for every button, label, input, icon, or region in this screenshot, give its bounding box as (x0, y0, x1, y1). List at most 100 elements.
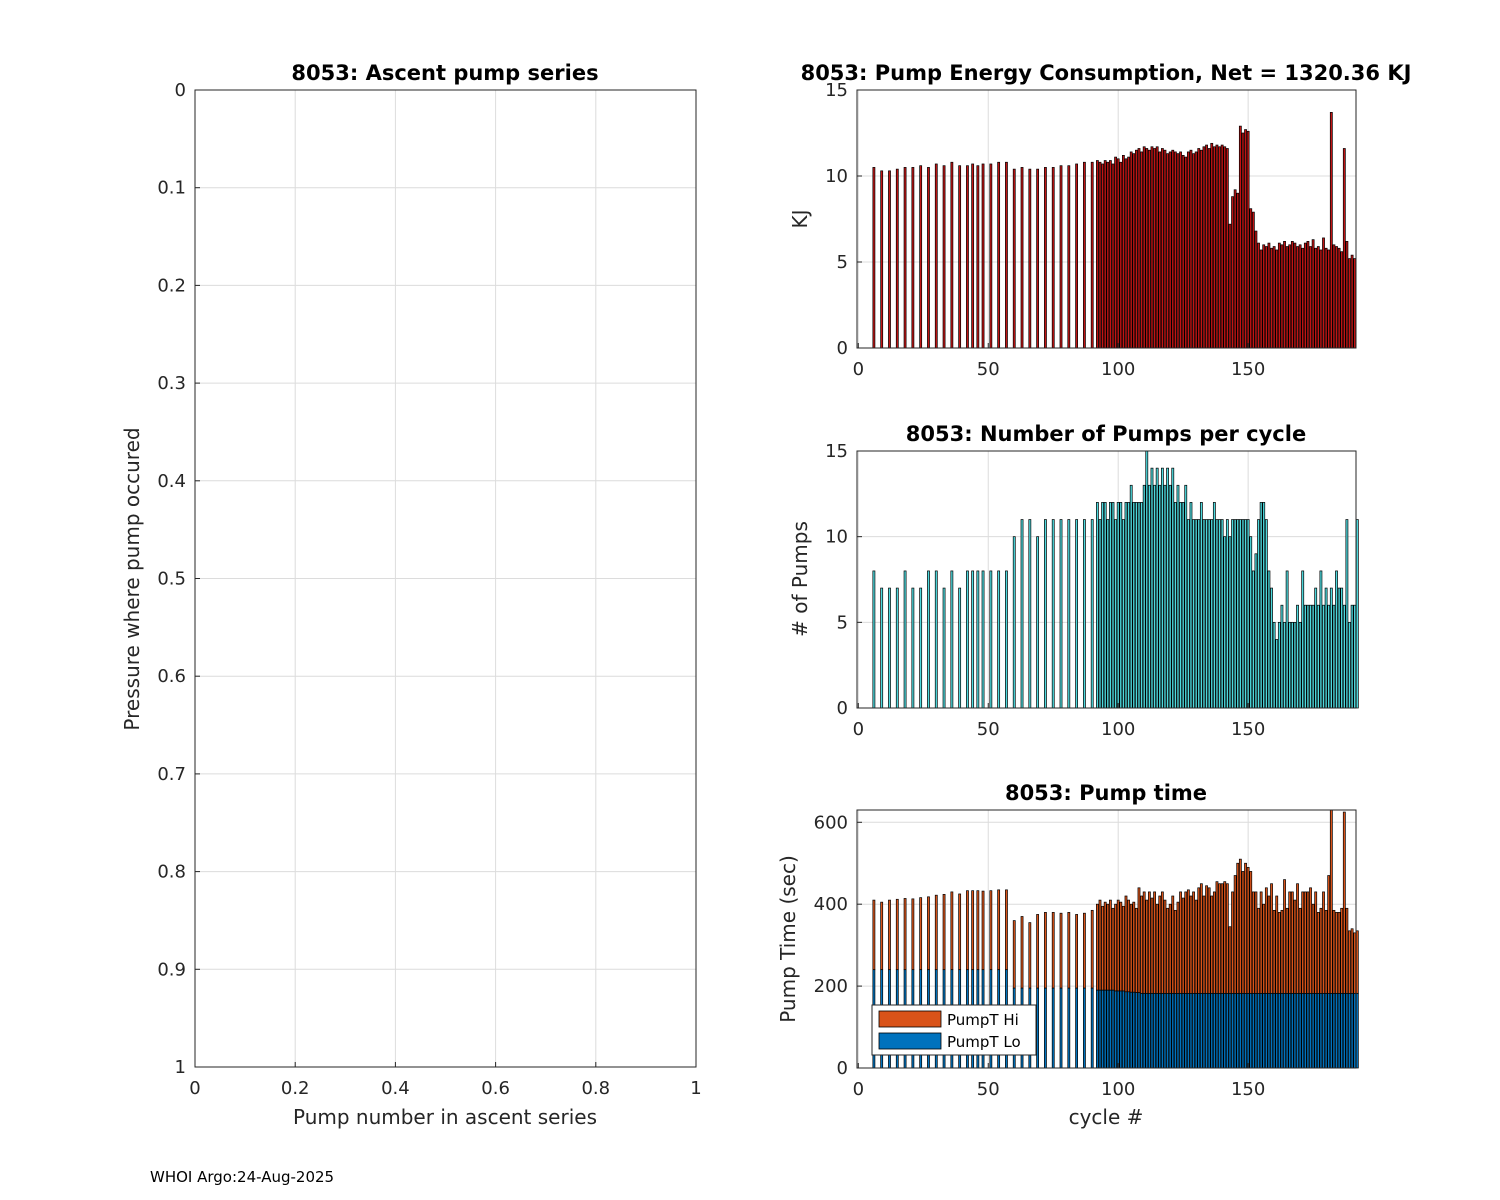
pumps-bar (1179, 502, 1182, 709)
energy-bar (1298, 244, 1302, 349)
pumps-bar (1283, 621, 1286, 709)
pumptime-hi-bar (1324, 909, 1328, 994)
pumps-bar (989, 570, 993, 709)
time-y-axis-label: Pump Time (sec) (776, 855, 800, 1023)
ascent-x-tick-label: 0.8 (581, 1078, 610, 1099)
pumptime-hi-bar (1246, 866, 1250, 994)
pumptime-hi-bar (1012, 920, 1016, 989)
legend-swatch-lo (878, 1032, 942, 1050)
energy-x-tick-label: 50 (977, 359, 1000, 380)
energy-bar (911, 167, 915, 349)
energy-bar (1215, 144, 1219, 349)
pumps-bar (1275, 639, 1279, 709)
pumptime-hi-bar (1179, 891, 1182, 994)
pumptime-lo-bar (1283, 993, 1286, 1069)
pumps-bar (1306, 604, 1310, 709)
energy-bar (1083, 161, 1086, 349)
pumptime-lo-bar (1166, 993, 1169, 1069)
pumptime-lo-bar (1210, 993, 1214, 1069)
pumptime-hi-bar (934, 894, 938, 971)
pumps-bar (1264, 519, 1268, 709)
pumps-bar (1348, 621, 1351, 709)
pumptime-lo-bar (1332, 993, 1336, 1069)
pumptime-hi-bar (1210, 895, 1214, 994)
pumps-bar (1218, 519, 1221, 709)
pumps-bar (1290, 621, 1294, 709)
energy-bar (971, 163, 975, 349)
ascent-y-tick-label: 0.3 (157, 373, 186, 394)
pumptime-hi-bar (903, 898, 907, 971)
pumptime-hi-bar (1005, 889, 1008, 971)
pumptime-lo-bar (1225, 993, 1229, 1069)
energy-bar (1122, 155, 1125, 349)
pumptime-lo-bar (1324, 993, 1328, 1069)
energy-bar (895, 168, 899, 349)
pumptime-lo-bar (1171, 993, 1175, 1069)
pumptime-hi-bar (1285, 907, 1289, 994)
pumptime-hi-bar (1238, 858, 1242, 994)
pumps-bar (1147, 484, 1151, 709)
pumptime-hi-bar (1090, 909, 1094, 989)
energy-bar (1238, 125, 1242, 349)
pumps-bar (1189, 502, 1193, 709)
pumps-bar (997, 570, 1001, 709)
energy-bar (1158, 151, 1162, 349)
pumptime-hi-bar (1160, 891, 1164, 994)
pumps-bar (1316, 604, 1320, 709)
pumps-bar (1075, 519, 1079, 709)
energy-bar (1225, 148, 1229, 349)
ascent-y-tick-label: 0.8 (157, 862, 186, 883)
pumps-bar (1106, 519, 1110, 709)
pumptime-hi-bar (1335, 912, 1338, 994)
pumptime-lo-bar (1059, 987, 1063, 1069)
pumps-bar (1212, 502, 1216, 709)
energy-bar (1114, 156, 1117, 349)
energy-bar (1145, 148, 1149, 349)
pumptime-hi-bar (1192, 891, 1195, 994)
pumps-bar (1067, 519, 1071, 709)
energy-bar (1262, 244, 1266, 349)
pumptime-lo-bar (1106, 989, 1110, 1069)
pumptime-lo-bar (1267, 993, 1271, 1069)
pumptime-hi-bar (880, 901, 884, 971)
energy-consumption-chart: 0 50 100 150 0 5 10 15 8053: Pump Energy Consum… (788, 61, 1411, 380)
pumptime-lo-bar (1272, 993, 1276, 1069)
pumps-bar (1251, 570, 1255, 709)
pumps-axes-box (856, 450, 1357, 709)
pumps-bar (1345, 519, 1349, 709)
pumptime-hi-bar (1109, 899, 1112, 991)
pumps-bar (966, 570, 969, 709)
pumps-y-axis-label: # of Pumps (788, 521, 812, 637)
pumptime-lo-bar (1158, 993, 1162, 1069)
pumptime-hi-bar (1205, 885, 1208, 994)
ascent-pump-series-chart: 0 0.2 0.4 0.6 0.8 100.10.20.30.40.50.60.70.80… (120, 61, 702, 1129)
pumps-bar (872, 570, 876, 709)
pumptime-lo-bar (1285, 993, 1289, 1069)
pumptime-lo-bar (1228, 993, 1232, 1069)
energy-bar (1233, 189, 1237, 349)
pumptime-hi-bar (1189, 895, 1193, 994)
pumptime-lo-bar (1179, 993, 1182, 1069)
pumps-bar (1158, 484, 1162, 709)
pumptime-lo-bar (1098, 989, 1102, 1069)
energy-bar (1186, 151, 1190, 349)
pumptime-hi-bar (888, 899, 891, 971)
energy-bar (880, 170, 884, 349)
energy-bar (1127, 156, 1130, 349)
pumps-bar (1168, 484, 1172, 709)
pumptime-hi-bar (1332, 909, 1336, 994)
energy-bar (1236, 192, 1240, 349)
pumptime-hi-bar (1355, 930, 1359, 994)
pumps-x-tick-label: 100 (1101, 719, 1135, 740)
pumptime-lo-bar (1293, 993, 1297, 1069)
energy-bar (1309, 246, 1312, 349)
energy-bar (1134, 149, 1138, 349)
energy-bar (919, 165, 923, 349)
pumps-bar (1355, 519, 1359, 709)
pumptime-hi-bar (1345, 907, 1349, 994)
energy-bar (1051, 167, 1055, 349)
energy-bar (1277, 242, 1281, 349)
energy-bar (942, 165, 946, 349)
energy-bar (1345, 241, 1349, 349)
pumps-bar (1298, 621, 1302, 709)
